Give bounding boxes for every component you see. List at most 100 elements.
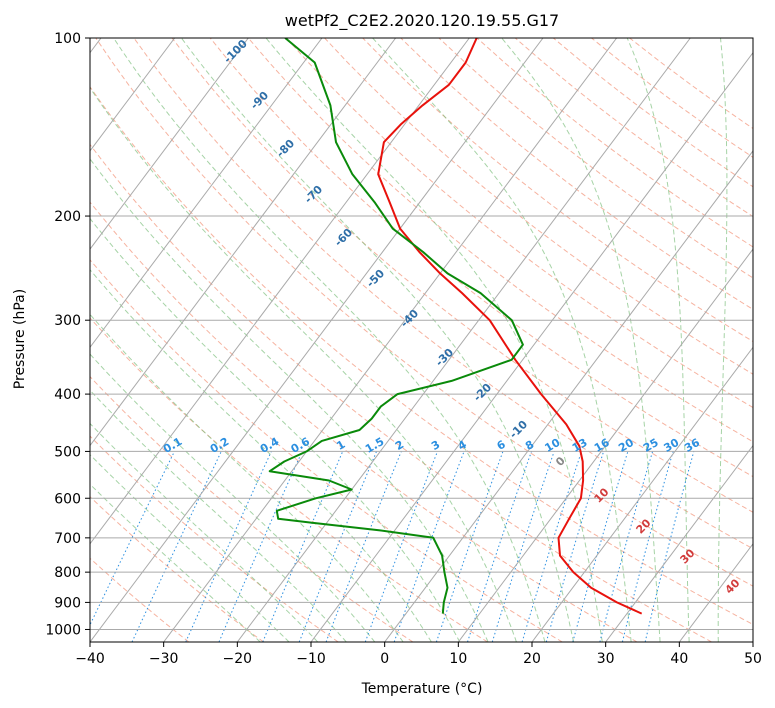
- dry-adiabat-line: [90, 317, 488, 642]
- isotherm-line: [605, 444, 753, 642]
- dry-adiabat-line: [362, 38, 753, 343]
- mixing-ratio-line: [491, 451, 555, 642]
- y-axis: 100 200 300 400 500 600 700 800 900 1000: [45, 31, 90, 638]
- isotherm-line: [678, 542, 753, 642]
- moist-adiabat-line: [113, 38, 546, 642]
- mixing-ratio-line: [185, 451, 272, 642]
- dry-adiabat-line: [90, 201, 638, 642]
- moist-adiabat-line: [90, 483, 261, 642]
- isotherm-line: [457, 248, 753, 642]
- mixing-ratio-line: [393, 451, 465, 642]
- moist-adiabat-line: [90, 86, 517, 642]
- dry-adiabat-line: [133, 38, 753, 550]
- mixing-ratio-line: [325, 451, 402, 642]
- series-lines: [268, 38, 643, 615]
- y-axis-title: Pressure (hPa): [12, 289, 28, 389]
- dewpoint-profile-line: [268, 38, 524, 614]
- x-tick-label: 20: [523, 651, 541, 667]
- y-tick-label: 300: [54, 313, 81, 329]
- y-tick-label: 200: [54, 209, 81, 225]
- moist-adiabat-line: [90, 353, 376, 642]
- mixing-ratio-label: 3: [429, 438, 442, 453]
- mixing-ratio-label: 0.1: [161, 435, 184, 456]
- mixing-ratio-line: [218, 451, 303, 642]
- mixing-ratio-label: 25: [641, 436, 661, 455]
- dry-adiabat-line: [286, 38, 753, 409]
- dry-adiabat-line: [90, 86, 753, 626]
- moist-adiabat-line: [626, 38, 690, 642]
- temperature-profile-line: [377, 38, 643, 615]
- dry-adiabat-line: [90, 435, 339, 642]
- mixing-ratio-label: 20: [616, 436, 636, 455]
- mixing-ratio-label: 30: [661, 436, 681, 455]
- isotherm-line: [90, 38, 176, 152]
- mixing-ratio-line: [131, 451, 222, 642]
- y-tick-label: 800: [54, 565, 81, 581]
- plot-frame: [89, 37, 754, 643]
- isotherm-line: [90, 38, 323, 349]
- moist-adiabat-line: [265, 38, 603, 642]
- x-tick-label: 40: [670, 651, 688, 667]
- adiabat-temperature-label: 30: [678, 546, 698, 566]
- chart-title: wetPf2_C2E2.2020.120.19.55.G17: [285, 11, 559, 31]
- mixing-ratio-label: 8: [523, 438, 536, 453]
- dry-adiabat-line: [324, 38, 753, 375]
- mixing-ratio-label: 0.4: [258, 435, 282, 456]
- isotherm-line: [90, 38, 249, 250]
- dry-adiabat-line: [90, 143, 712, 642]
- y-tick-label: 400: [54, 387, 81, 403]
- mixing-ratio-line: [621, 451, 674, 642]
- y-tick-label: 1000: [45, 622, 81, 638]
- mixing-ratio-label: 36: [682, 436, 702, 455]
- x-tick-label: 0: [380, 651, 389, 667]
- moist-adiabat-line: [372, 38, 632, 642]
- isotherm-line: [531, 346, 753, 642]
- x-tick-label: −30: [149, 651, 179, 667]
- dry-adiabat-line: [90, 259, 563, 642]
- isotherm-line: [384, 150, 753, 642]
- x-tick-label: −10: [296, 651, 326, 667]
- mixing-ratio-label: 16: [592, 436, 612, 455]
- background-lines: [90, 38, 753, 642]
- y-tick-label: 100: [54, 31, 81, 47]
- moist-adiabat-line: [90, 268, 432, 642]
- moist-adiabat-line: [180, 38, 575, 642]
- mixing-ratio-line: [599, 451, 654, 642]
- mixing-ratio-line: [572, 451, 629, 642]
- adiabat-temperature-label: -80: [274, 137, 297, 160]
- adiabat-temperature-label: -10: [507, 418, 530, 441]
- mixing-ratio-label: 10: [543, 436, 563, 455]
- isotherm-line: [90, 38, 397, 447]
- x-tick-label: 10: [449, 651, 467, 667]
- moist-adiabat-line: [717, 38, 728, 642]
- mixing-ratio-line: [644, 451, 695, 642]
- mixing-ratio-label: 0.6: [289, 435, 313, 456]
- adiabat-temperature-label: -40: [398, 307, 421, 330]
- x-tick-label: −20: [223, 651, 253, 667]
- dry-adiabat-line: [400, 38, 753, 310]
- adiabat-temperature-label: -30: [433, 346, 456, 369]
- adiabat-temperature-label: -60: [332, 226, 355, 249]
- adiabat-temperature-label: -90: [248, 89, 271, 112]
- adiabat-temperature-label: 20: [634, 516, 654, 536]
- mixing-ratio-line: [364, 451, 438, 642]
- dry-adiabat-line: [171, 38, 753, 513]
- dry-adiabat-line: [247, 38, 753, 443]
- x-tick-label: 30: [597, 651, 615, 667]
- mixing-ratio-line: [435, 451, 504, 642]
- moist-adiabat-line: [90, 422, 319, 642]
- mixing-ratio-label: 6: [495, 438, 508, 453]
- mixing-ratio-label: 2: [393, 438, 406, 453]
- moist-adiabat-line: [501, 38, 661, 642]
- x-tick-label: 50: [744, 651, 762, 667]
- x-tick-label: −40: [75, 651, 105, 667]
- mixing-ratio-label: 13: [570, 436, 590, 455]
- isotherm-line: [90, 38, 470, 545]
- inner-labels: 0.1 0.2 0.4 0.6 1 1.5 2 3 4 6 8 10 13 16 20 25 30 36-100-…: [161, 38, 743, 597]
- x-axis: −40 −30 −20 −10 0 10 20 30 40 50: [75, 642, 762, 667]
- y-tick-label: 600: [54, 491, 81, 507]
- dry-adiabat-line: [90, 375, 414, 642]
- isotherm-line: [310, 51, 753, 642]
- adiabat-temperature-label: -70: [302, 183, 325, 206]
- x-axis-title: Temperature (°C): [361, 681, 483, 697]
